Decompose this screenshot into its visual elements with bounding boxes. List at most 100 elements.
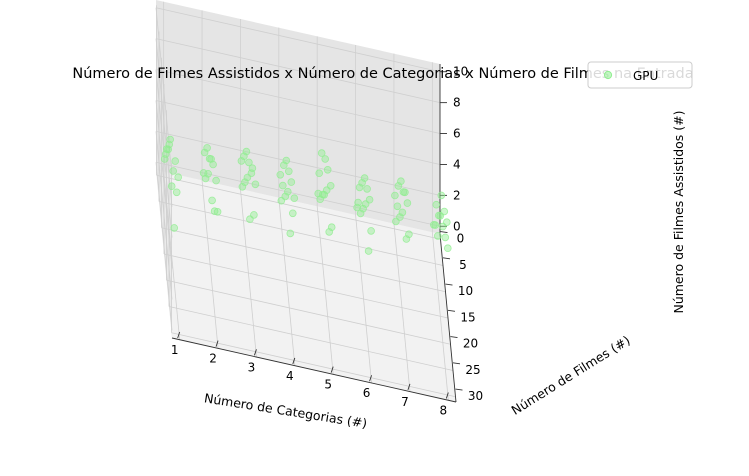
z-axis-label: Número de Filmes Assistidos (#) bbox=[671, 110, 686, 313]
data-point bbox=[440, 207, 449, 216]
axis-panes bbox=[156, 0, 456, 402]
y-tick-mark bbox=[442, 257, 451, 260]
data-points bbox=[160, 135, 452, 255]
z-tick-label: 6 bbox=[453, 127, 461, 141]
z-grid-left bbox=[155, 162, 173, 331]
y-tick-mark bbox=[445, 283, 453, 286]
data-point bbox=[323, 166, 332, 174]
data-point bbox=[441, 233, 450, 242]
data-point bbox=[327, 223, 336, 232]
z-grid-left bbox=[155, 69, 173, 238]
y-tick-mark bbox=[452, 362, 461, 365]
data-point bbox=[365, 195, 374, 204]
z-tick-label: 8 bbox=[453, 96, 461, 110]
data-point bbox=[174, 173, 183, 182]
z-grid-back bbox=[155, 130, 441, 196]
data-point bbox=[391, 191, 399, 200]
data-point bbox=[213, 208, 222, 216]
y-grid-floor bbox=[166, 279, 451, 345]
data-point bbox=[431, 221, 440, 229]
data-point bbox=[405, 230, 413, 239]
data-point bbox=[288, 209, 297, 218]
data-point bbox=[172, 188, 181, 197]
y-tick-mark bbox=[455, 388, 463, 391]
x-tick-label: 2 bbox=[209, 352, 217, 366]
z-tick-label: 0 bbox=[453, 219, 461, 233]
x-tick-mark bbox=[292, 357, 296, 365]
data-point bbox=[359, 204, 367, 213]
legend-frame bbox=[587, 61, 693, 89]
z-grid-back bbox=[155, 69, 441, 134]
data-point bbox=[240, 152, 248, 161]
data-point bbox=[360, 174, 369, 182]
x-tick-label: 5 bbox=[324, 378, 332, 392]
data-point bbox=[203, 144, 211, 152]
x-axis-label: Número de Categorias (#) bbox=[203, 390, 368, 431]
data-point bbox=[393, 202, 402, 211]
y-grid-floor bbox=[171, 332, 456, 398]
data-point bbox=[401, 188, 409, 197]
data-point bbox=[207, 155, 215, 163]
back-wall-pane bbox=[156, 0, 440, 234]
data-point bbox=[282, 156, 291, 165]
x-tick-label: 8 bbox=[440, 404, 448, 418]
x-tick-label: 7 bbox=[401, 395, 409, 409]
y-tick-mark bbox=[447, 309, 456, 312]
data-point bbox=[317, 149, 326, 157]
data-point bbox=[199, 169, 208, 177]
y-grid-floor bbox=[168, 306, 454, 371]
legend-label-gpu: GPU bbox=[633, 69, 658, 83]
z-tick-label: 2 bbox=[453, 188, 461, 202]
data-point bbox=[242, 147, 251, 156]
y-tick-label: 10 bbox=[458, 284, 473, 298]
x-axis-line bbox=[171, 337, 457, 403]
data-point bbox=[251, 180, 260, 189]
data-point bbox=[278, 181, 287, 190]
data-point bbox=[437, 191, 446, 200]
x-tick-mark bbox=[445, 392, 449, 399]
data-point bbox=[314, 189, 323, 198]
data-point bbox=[245, 158, 253, 167]
y-tick-label: 5 bbox=[459, 258, 467, 272]
x-tick-mark bbox=[254, 349, 257, 356]
data-point bbox=[321, 155, 330, 163]
data-point bbox=[166, 135, 175, 144]
y-tick-mark bbox=[440, 231, 448, 233]
data-point bbox=[170, 224, 179, 232]
z-tick-label: 10 bbox=[453, 65, 468, 79]
x-tick-mark bbox=[330, 366, 334, 373]
data-point bbox=[354, 198, 362, 207]
data-point bbox=[315, 169, 324, 178]
data-point bbox=[212, 176, 220, 185]
data-point bbox=[363, 185, 371, 193]
data-point bbox=[276, 171, 285, 179]
grid-lines bbox=[155, 1, 456, 401]
y-grid-floor bbox=[163, 253, 449, 319]
z-tick-label: 4 bbox=[453, 157, 461, 171]
data-point bbox=[326, 182, 335, 190]
x-tick-label: 6 bbox=[363, 386, 371, 400]
data-point bbox=[398, 208, 407, 217]
data-point bbox=[283, 187, 292, 196]
x-tick-label: 3 bbox=[248, 360, 256, 374]
data-point bbox=[320, 191, 329, 199]
x-tick-mark bbox=[407, 383, 411, 391]
z-grid-back bbox=[155, 38, 441, 104]
axis-lines bbox=[171, 64, 463, 403]
data-point bbox=[169, 167, 178, 175]
data-point bbox=[287, 178, 296, 186]
x-tick-label: 4 bbox=[286, 369, 294, 383]
legend: GPU bbox=[587, 61, 693, 89]
data-point bbox=[433, 232, 442, 240]
x-tick-mark bbox=[215, 340, 219, 347]
x-tick-label: 1 bbox=[171, 343, 179, 357]
data-point bbox=[204, 170, 212, 178]
z-grid-back bbox=[155, 7, 441, 73]
data-point bbox=[284, 167, 293, 176]
z-grid-left bbox=[155, 38, 173, 207]
data-point bbox=[208, 196, 216, 205]
x-tick-mark bbox=[177, 331, 181, 339]
data-point bbox=[171, 157, 180, 165]
y-grid-floor bbox=[158, 201, 444, 266]
